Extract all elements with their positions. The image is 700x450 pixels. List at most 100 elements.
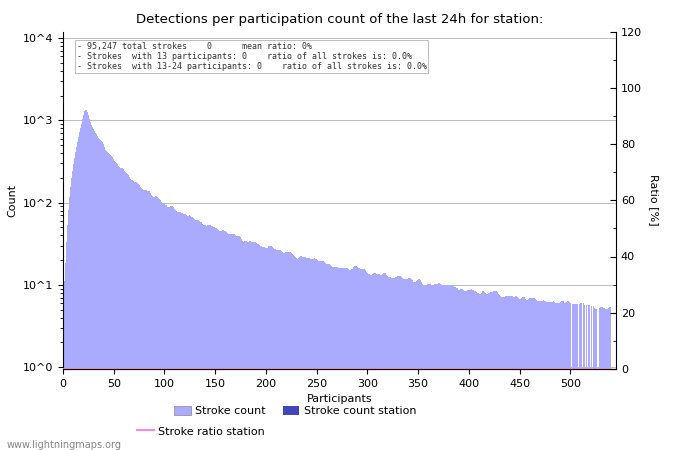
Bar bbox=[340, 268, 342, 450]
Bar bbox=[156, 196, 157, 450]
Bar bbox=[439, 284, 440, 450]
Bar bbox=[462, 289, 463, 450]
Bar bbox=[250, 241, 251, 450]
Bar bbox=[595, 309, 596, 450]
Bar bbox=[148, 191, 150, 450]
Bar bbox=[256, 243, 258, 450]
Bar bbox=[490, 292, 491, 450]
Bar bbox=[226, 232, 227, 450]
Bar bbox=[100, 140, 101, 450]
Bar bbox=[195, 220, 197, 450]
Bar bbox=[552, 301, 554, 450]
Bar bbox=[416, 279, 418, 450]
Bar bbox=[218, 230, 219, 450]
Bar bbox=[608, 308, 610, 450]
Bar bbox=[541, 301, 542, 450]
Bar bbox=[398, 276, 400, 450]
Bar bbox=[289, 252, 290, 450]
Bar bbox=[146, 190, 147, 450]
Bar bbox=[424, 285, 425, 450]
Bar bbox=[531, 298, 532, 450]
Bar bbox=[160, 200, 161, 450]
Bar bbox=[85, 110, 86, 450]
Bar bbox=[480, 292, 482, 450]
Bar bbox=[433, 284, 434, 450]
Y-axis label: Ratio [%]: Ratio [%] bbox=[649, 175, 659, 226]
Bar bbox=[290, 252, 292, 450]
Bar bbox=[499, 295, 500, 450]
Bar bbox=[565, 303, 566, 450]
Bar bbox=[111, 156, 112, 450]
Bar bbox=[211, 226, 213, 450]
Bar bbox=[112, 157, 113, 450]
Bar bbox=[189, 215, 190, 450]
Bar bbox=[114, 161, 116, 450]
Bar bbox=[455, 288, 456, 450]
Bar bbox=[383, 273, 384, 450]
Bar bbox=[363, 269, 364, 450]
Bar bbox=[276, 250, 278, 450]
Bar bbox=[419, 279, 420, 450]
Bar bbox=[362, 269, 363, 450]
Legend: Stroke ratio station: Stroke ratio station bbox=[133, 422, 270, 441]
Bar bbox=[241, 239, 242, 450]
Bar bbox=[551, 302, 552, 450]
Bar bbox=[164, 204, 165, 450]
Bar bbox=[216, 229, 217, 450]
Bar bbox=[184, 214, 186, 450]
Bar bbox=[534, 298, 536, 450]
Bar bbox=[308, 258, 309, 450]
Bar bbox=[371, 275, 372, 450]
Bar bbox=[237, 236, 238, 450]
Bar bbox=[224, 230, 225, 450]
Bar bbox=[298, 258, 299, 450]
Bar bbox=[260, 246, 261, 450]
Bar bbox=[436, 284, 437, 450]
Bar bbox=[564, 302, 565, 450]
Bar bbox=[95, 133, 96, 450]
Bar bbox=[259, 245, 260, 450]
Bar bbox=[180, 212, 181, 450]
Y-axis label: Count: Count bbox=[7, 184, 18, 217]
Bar bbox=[466, 291, 468, 450]
Bar bbox=[269, 247, 270, 450]
Bar bbox=[339, 268, 340, 450]
Bar bbox=[170, 206, 171, 450]
Bar bbox=[374, 273, 375, 450]
Bar bbox=[166, 205, 167, 450]
Bar bbox=[429, 284, 430, 450]
Bar bbox=[118, 166, 119, 450]
Bar bbox=[105, 149, 106, 450]
Bar bbox=[222, 230, 223, 450]
Bar bbox=[244, 242, 245, 450]
Bar bbox=[463, 290, 464, 450]
Bar bbox=[168, 207, 169, 450]
Bar bbox=[448, 286, 449, 450]
Bar bbox=[215, 228, 216, 450]
Bar bbox=[223, 230, 224, 450]
Bar bbox=[509, 296, 510, 450]
Bar bbox=[299, 257, 300, 450]
X-axis label: Participants: Participants bbox=[307, 394, 372, 404]
Bar bbox=[470, 289, 471, 450]
Bar bbox=[432, 285, 433, 450]
Bar bbox=[596, 309, 597, 450]
Bar bbox=[407, 279, 409, 450]
Bar bbox=[359, 268, 360, 450]
Bar bbox=[586, 306, 587, 450]
Bar bbox=[332, 267, 333, 450]
Bar bbox=[442, 285, 443, 450]
Bar bbox=[479, 294, 480, 450]
Bar bbox=[267, 248, 269, 450]
Bar bbox=[68, 210, 69, 450]
Bar bbox=[376, 274, 377, 450]
Bar bbox=[583, 303, 584, 450]
Bar bbox=[566, 302, 567, 450]
Title: Detections per participation count of the last 24h for station:: Detections per participation count of th… bbox=[136, 13, 543, 26]
Bar bbox=[88, 115, 89, 450]
Bar bbox=[158, 198, 159, 450]
Bar bbox=[248, 242, 249, 450]
Bar bbox=[357, 267, 358, 450]
Bar bbox=[309, 258, 310, 450]
Bar bbox=[317, 260, 318, 450]
